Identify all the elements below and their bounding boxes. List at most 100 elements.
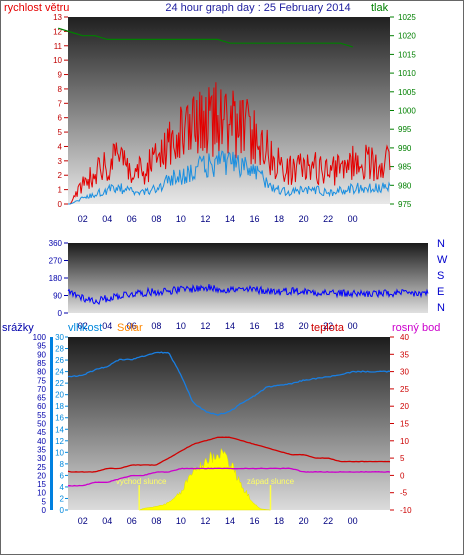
chart-title: 24 hour graph day : 25 February 2014 <box>165 2 350 14</box>
compass-label-0: N <box>437 238 445 250</box>
pressure-y-tick-1025: 1025 <box>398 13 416 22</box>
wind-x-tick-20: 20 <box>299 214 309 224</box>
wind-y-tick-8: 8 <box>58 85 63 94</box>
wind-x-tick-14: 14 <box>225 214 235 224</box>
wind-x-tick-00: 00 <box>348 214 358 224</box>
wind-y-tick-6: 6 <box>58 114 63 123</box>
direction-x-tick-00: 00 <box>348 321 358 331</box>
wind-direction-line <box>67 284 429 305</box>
wind-x-tick-06: 06 <box>127 214 137 224</box>
temperature-y-tick-15: 15 <box>400 420 409 429</box>
humidity-y-tick-26: 26 <box>55 356 64 365</box>
pressure-y-tick-975: 975 <box>398 200 412 209</box>
precip-y-tick-70: 70 <box>37 385 46 394</box>
wind-x-tick-22: 22 <box>323 214 333 224</box>
precip-y-tick-50: 50 <box>37 420 46 429</box>
wind-pressure-panel: 0123456789101112139759809859909951000100… <box>53 13 416 224</box>
precip-y-tick-65: 65 <box>37 394 46 403</box>
direction-x-tick-22: 22 <box>323 321 333 331</box>
wind-x-tick-16: 16 <box>250 214 260 224</box>
dewpoint-axis-label: rosný bod <box>392 322 440 334</box>
humidity-x-tick-22: 22 <box>323 516 333 526</box>
precip-y-tick-80: 80 <box>37 368 46 377</box>
humidity-axis-label: vlhkost <box>68 322 102 334</box>
pressure-y-tick-1015: 1015 <box>398 50 416 59</box>
panel1-background <box>68 17 390 204</box>
direction-y-tick-180: 180 <box>49 274 63 283</box>
wind-average-line <box>68 150 391 205</box>
humidity-y-tick-30: 30 <box>55 333 64 342</box>
compass-label-3: E <box>437 286 444 298</box>
compass-label-4: N <box>437 302 445 314</box>
precip-y-tick-100: 100 <box>33 333 47 342</box>
pressure-axis-label: tlak <box>371 2 389 14</box>
dewpoint-line <box>67 467 391 487</box>
humidity-temp-solar-panel: 0510152025303540455055606570758085909510… <box>33 333 412 526</box>
pressure-y-tick-995: 995 <box>398 125 412 134</box>
wind-x-tick-18: 18 <box>274 214 284 224</box>
temperature-y-tick--10: -10 <box>400 506 412 515</box>
humidity-y-tick-12: 12 <box>55 437 64 446</box>
humidity-x-tick-20: 20 <box>299 516 309 526</box>
wind-x-tick-02: 02 <box>78 214 88 224</box>
humidity-y-tick-6: 6 <box>60 471 65 480</box>
compass-label-1: W <box>437 254 448 266</box>
pressure-y-tick-985: 985 <box>398 163 412 172</box>
wind-y-tick-2: 2 <box>58 171 63 180</box>
humidity-x-tick-06: 06 <box>127 516 137 526</box>
temperature-y-tick-30: 30 <box>400 368 409 377</box>
panel2-background <box>68 243 428 313</box>
wind-y-tick-1: 1 <box>58 186 63 195</box>
compass-label-2: S <box>437 270 444 282</box>
temperature-y-tick-0: 0 <box>400 471 405 480</box>
direction-y-tick-270: 270 <box>49 257 63 266</box>
direction-x-tick-02: 02 <box>78 321 88 331</box>
wind-y-tick-3: 3 <box>58 157 63 166</box>
direction-y-tick-360: 360 <box>49 239 63 248</box>
temperature-y-tick-40: 40 <box>400 333 409 342</box>
humidity-y-tick-16: 16 <box>55 414 64 423</box>
direction-x-tick-14: 14 <box>225 321 235 331</box>
precip-y-tick-60: 60 <box>37 402 46 411</box>
precip-y-tick-40: 40 <box>37 437 46 446</box>
humidity-x-tick-00: 00 <box>348 516 358 526</box>
humidity-x-tick-04: 04 <box>102 516 112 526</box>
temperature-y-tick--5: -5 <box>400 489 408 498</box>
solar-area <box>139 447 271 511</box>
direction-x-tick-10: 10 <box>176 321 186 331</box>
solar-axis-label: Solar <box>117 322 143 334</box>
pressure-y-tick-1005: 1005 <box>398 88 416 97</box>
temperature-line <box>67 436 391 473</box>
wind-gust-line <box>68 82 391 205</box>
precip-y-tick-75: 75 <box>37 376 46 385</box>
humidity-y-tick-10: 10 <box>55 448 64 457</box>
wind-x-tick-08: 08 <box>151 214 161 224</box>
humidity-y-tick-28: 28 <box>55 345 64 354</box>
wind-x-tick-04: 04 <box>102 214 112 224</box>
humidity-y-tick-4: 4 <box>60 483 65 492</box>
temperature-y-tick-25: 25 <box>400 385 409 394</box>
humidity-x-tick-08: 08 <box>151 516 161 526</box>
humidity-x-tick-12: 12 <box>200 516 210 526</box>
humidity-y-tick-2: 2 <box>60 494 65 503</box>
humidity-y-tick-14: 14 <box>55 425 64 434</box>
wind-y-tick-11: 11 <box>54 42 63 51</box>
humidity-x-tick-14: 14 <box>225 516 235 526</box>
humidity-y-tick-8: 8 <box>60 460 65 469</box>
wind-y-tick-0: 0 <box>58 200 63 209</box>
wind-y-tick-9: 9 <box>58 71 63 80</box>
humidity-y-tick-22: 22 <box>55 379 64 388</box>
precip-axis-bar <box>50 337 53 510</box>
pressure-y-tick-980: 980 <box>398 181 412 190</box>
temperature-axis-label: teplota <box>311 322 345 334</box>
direction-y-tick-0: 0 <box>58 309 63 318</box>
direction-x-tick-08: 08 <box>151 321 161 331</box>
humidity-x-tick-10: 10 <box>176 516 186 526</box>
temperature-y-tick-10: 10 <box>400 437 409 446</box>
precip-y-tick-0: 0 <box>42 506 47 515</box>
wind-y-tick-10: 10 <box>53 56 62 65</box>
temperature-y-tick-35: 35 <box>400 350 409 359</box>
